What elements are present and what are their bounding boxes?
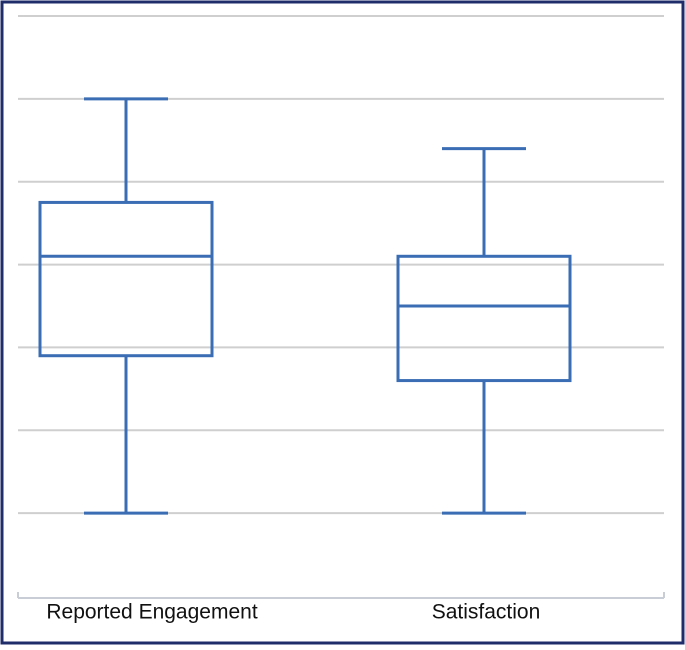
box [38,200,214,358]
box [396,254,572,383]
x-tick-label: Satisfaction [432,601,541,624]
x-tick-label: Reported Engagement [46,601,257,624]
